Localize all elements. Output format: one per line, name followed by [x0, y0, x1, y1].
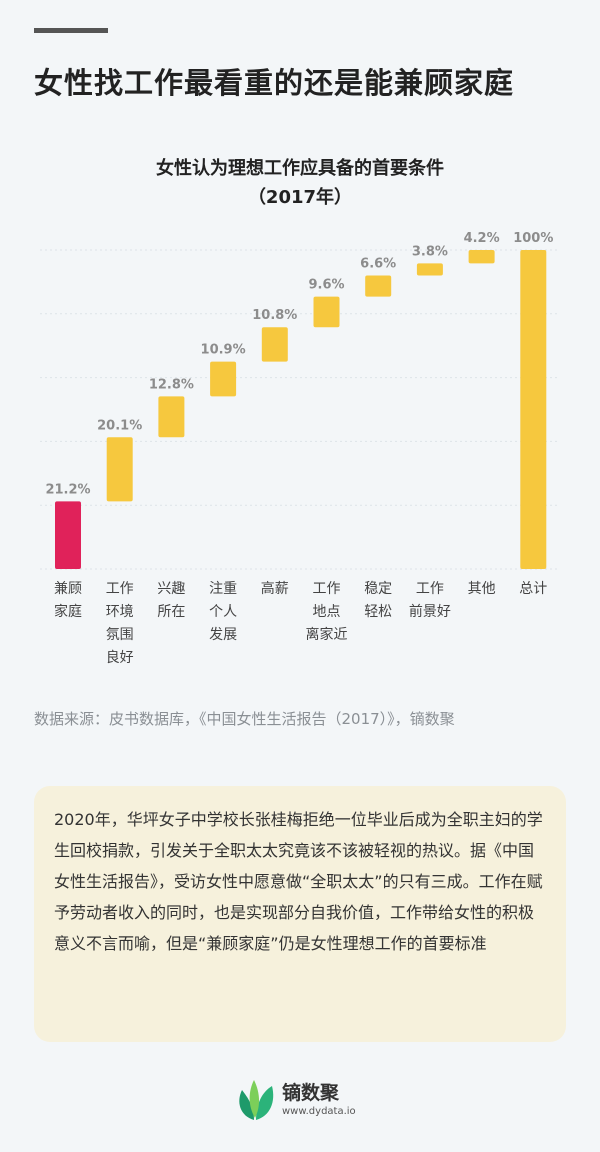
value-label-8: 4.2%: [464, 231, 500, 246]
category-label-line: 轻松: [364, 604, 393, 620]
category-label-line: 兼顾: [54, 581, 82, 597]
category-label-4: 高薪: [251, 578, 299, 601]
bar-2: [158, 396, 185, 438]
bar-4: [261, 327, 288, 362]
commentary-box: 2020年，华坪女子中学校长张桂梅拒绝一位毕业后成为全职主妇的学生回校捐款，引发…: [34, 786, 566, 1042]
brand-logo[interactable]: 镝数聚 www.dydata.io: [234, 1076, 374, 1126]
category-label-line: 注重: [209, 581, 238, 597]
page-headline: 女性找工作最看重的还是能兼顾家庭: [34, 66, 515, 100]
value-label-3: 10.9%: [201, 343, 246, 358]
value-label-1: 20.1%: [97, 418, 142, 433]
category-label-line: 其他: [467, 581, 496, 597]
category-label-2: 兴趣 所在: [147, 578, 195, 624]
logo-url: www.dydata.io: [282, 1106, 356, 1117]
category-label-line: 地点: [312, 604, 341, 620]
category-label-5: 工作 地点 离家近: [303, 578, 351, 647]
category-label-line: 良好: [105, 650, 134, 666]
category-label-8: 其他: [458, 578, 506, 601]
category-label-line: 所在: [157, 604, 186, 620]
bar-0: [55, 501, 81, 569]
value-label-0: 21.2%: [45, 482, 90, 497]
category-label-0: 兼顾 家庭: [44, 578, 92, 624]
value-label-7: 3.8%: [412, 244, 448, 259]
waterfall-chart: 21.2% 20.1% 12.8% 10.9% 10.8% 9.6% 6.6% 3.8% 4.2…: [40, 231, 560, 570]
category-label-line: 总计: [519, 581, 548, 597]
category-label-line: 稳定: [364, 581, 393, 597]
chart-subtitle: （2017年）: [247, 187, 353, 208]
category-label-line: 工作: [312, 581, 341, 597]
bar-3: [210, 361, 237, 397]
chart-title: 女性认为理想工作应具备的首要条件: [156, 158, 444, 179]
leaf-logo-icon: [239, 1080, 274, 1120]
category-label-3: 注重 个人 发展: [199, 578, 247, 647]
top-accent-bar: [34, 28, 108, 33]
category-label-line: 工作: [105, 581, 134, 597]
category-label-1: 工作 环境 氛围 良好: [96, 578, 144, 670]
category-label-9: 总计: [509, 578, 557, 601]
category-label-line: 前景好: [408, 604, 451, 620]
commentary-text: 2020年，华坪女子中学校长张桂梅拒绝一位毕业后成为全职主妇的学生回校捐款，引发…: [54, 810, 543, 953]
value-label-9: 100%: [513, 231, 553, 246]
value-label-5: 9.6%: [308, 278, 344, 293]
category-label-line: 发展: [209, 627, 238, 643]
category-label-line: 兴趣: [157, 581, 186, 597]
category-label-line: 氛围: [105, 627, 134, 643]
category-label-line: 工作: [415, 581, 444, 597]
bar-7: [416, 263, 443, 276]
bar-1: [106, 437, 133, 502]
logo-name: 镝数聚: [282, 1082, 340, 1104]
category-label-line: 家庭: [54, 604, 82, 620]
bar-9: [520, 250, 547, 569]
value-label-6: 6.6%: [360, 257, 396, 272]
data-source: 数据来源：皮书数据库，《中国女性生活报告（2017）》，镝数聚: [34, 710, 455, 728]
bar-6: [365, 275, 392, 297]
category-label-7: 工作 前景好: [406, 578, 454, 624]
value-label-2: 12.8%: [149, 377, 194, 392]
category-label-line: 个人: [209, 604, 238, 620]
bar-8: [468, 250, 495, 264]
bar-5: [313, 296, 340, 328]
category-label-6: 稳定 轻松: [354, 578, 402, 624]
category-label-line: 高薪: [260, 581, 289, 597]
value-label-4: 10.8%: [252, 308, 297, 323]
category-label-line: 环境: [105, 604, 134, 620]
category-label-line: 离家近: [305, 627, 348, 643]
